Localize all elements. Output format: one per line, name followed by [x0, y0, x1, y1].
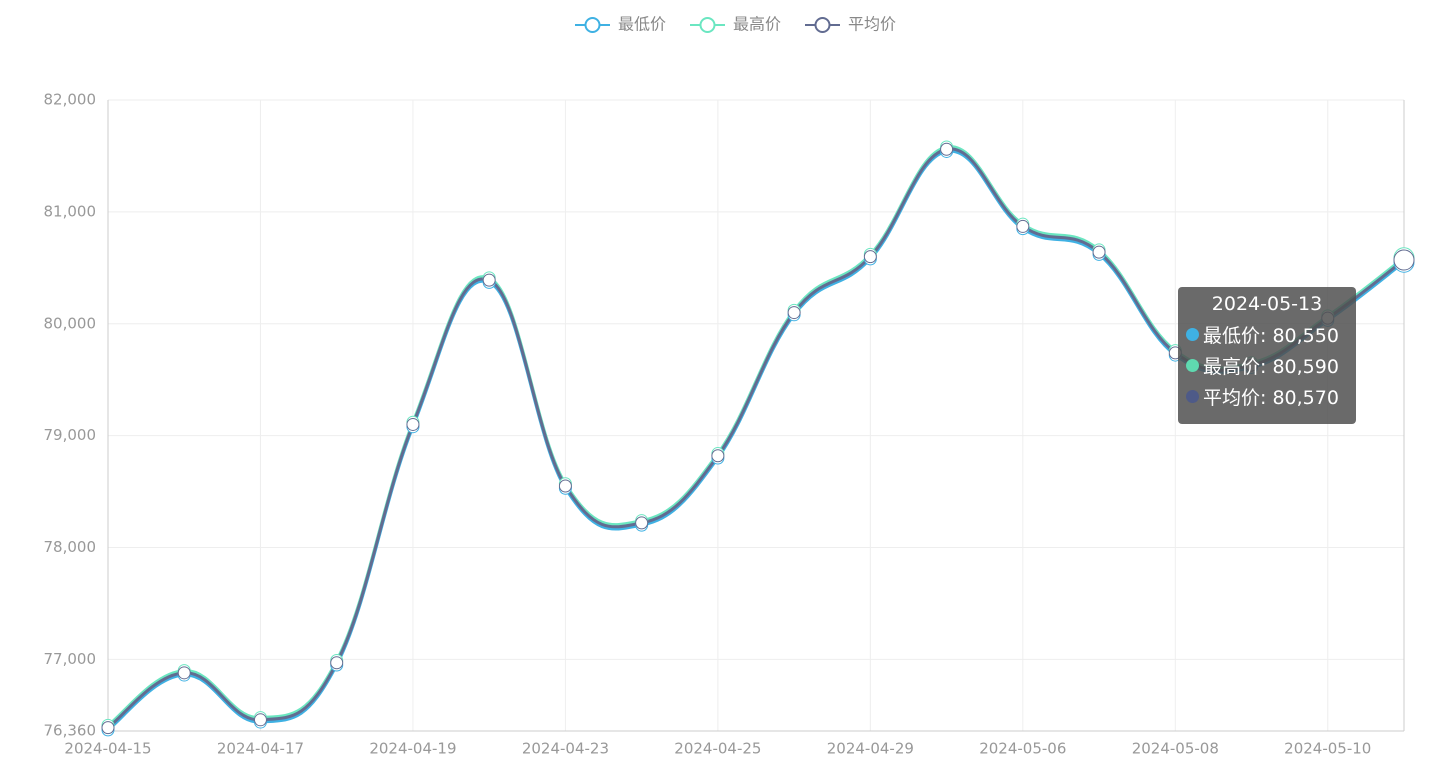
legend-icon [814, 17, 831, 33]
x-tick-label: 2024-04-25 [674, 740, 761, 758]
point [1092, 245, 1106, 259]
point [635, 516, 649, 530]
tooltip-text: 平均价: 80,570 [1203, 387, 1339, 409]
series-line [107, 147, 1405, 729]
tooltip-row: 平均价: 80,570 [1186, 381, 1348, 412]
point [101, 721, 115, 735]
point [711, 449, 725, 463]
x-tick-label: 2024-05-06 [979, 740, 1066, 758]
tooltip-text: 最低价: 80,550 [1203, 325, 1339, 347]
tooltip-dot [1186, 359, 1199, 372]
point [1393, 249, 1415, 271]
y-tick-label: 77,000 [44, 650, 97, 668]
y-tick-label: 76,360 [44, 722, 97, 740]
point [1016, 219, 1030, 233]
y-tick-label: 78,000 [44, 538, 97, 556]
legend-label: 最高价 [733, 15, 781, 34]
tooltip-title: 2024-05-13 [1211, 293, 1323, 315]
tooltip-row: 最低价: 80,550 [1186, 319, 1348, 350]
y-tick-label: 79,000 [44, 426, 97, 444]
y-tick-label: 82,000 [44, 91, 97, 109]
point [940, 142, 954, 156]
tooltip-dot [1186, 328, 1199, 341]
point [253, 713, 267, 727]
x-tick-label: 2024-04-23 [522, 740, 609, 758]
x-tick-label: 2024-04-15 [64, 740, 151, 758]
point [558, 479, 572, 493]
point [177, 666, 191, 680]
x-tick-label: 2024-04-19 [369, 740, 456, 758]
x-tick-label: 2024-05-08 [1132, 740, 1219, 758]
legend-label: 平均价 [848, 15, 896, 34]
x-tick-label: 2024-04-29 [827, 740, 914, 758]
x-tick-label: 2024-04-17 [217, 740, 304, 758]
tooltip: 2024-05-13 最低价: 80,550 最高价: 80,590 平均价: 80… [1178, 287, 1356, 424]
legend-icon [584, 17, 601, 33]
x-tick-label: 2024-05-10 [1284, 740, 1371, 758]
point [330, 656, 344, 670]
y-tick-label: 81,000 [44, 202, 97, 220]
point [482, 273, 496, 287]
point [863, 250, 877, 264]
series-line [107, 149, 1405, 732]
tooltip-row: 最高价: 80,590 [1186, 350, 1348, 381]
y-tick-label: 80,000 [44, 314, 97, 332]
point [787, 306, 801, 320]
tooltip-dot [1186, 390, 1199, 403]
legend-icon [699, 17, 716, 33]
tooltip-text: 最高价: 80,590 [1203, 356, 1339, 378]
point [406, 417, 420, 431]
legend-label: 最低价 [618, 15, 666, 34]
